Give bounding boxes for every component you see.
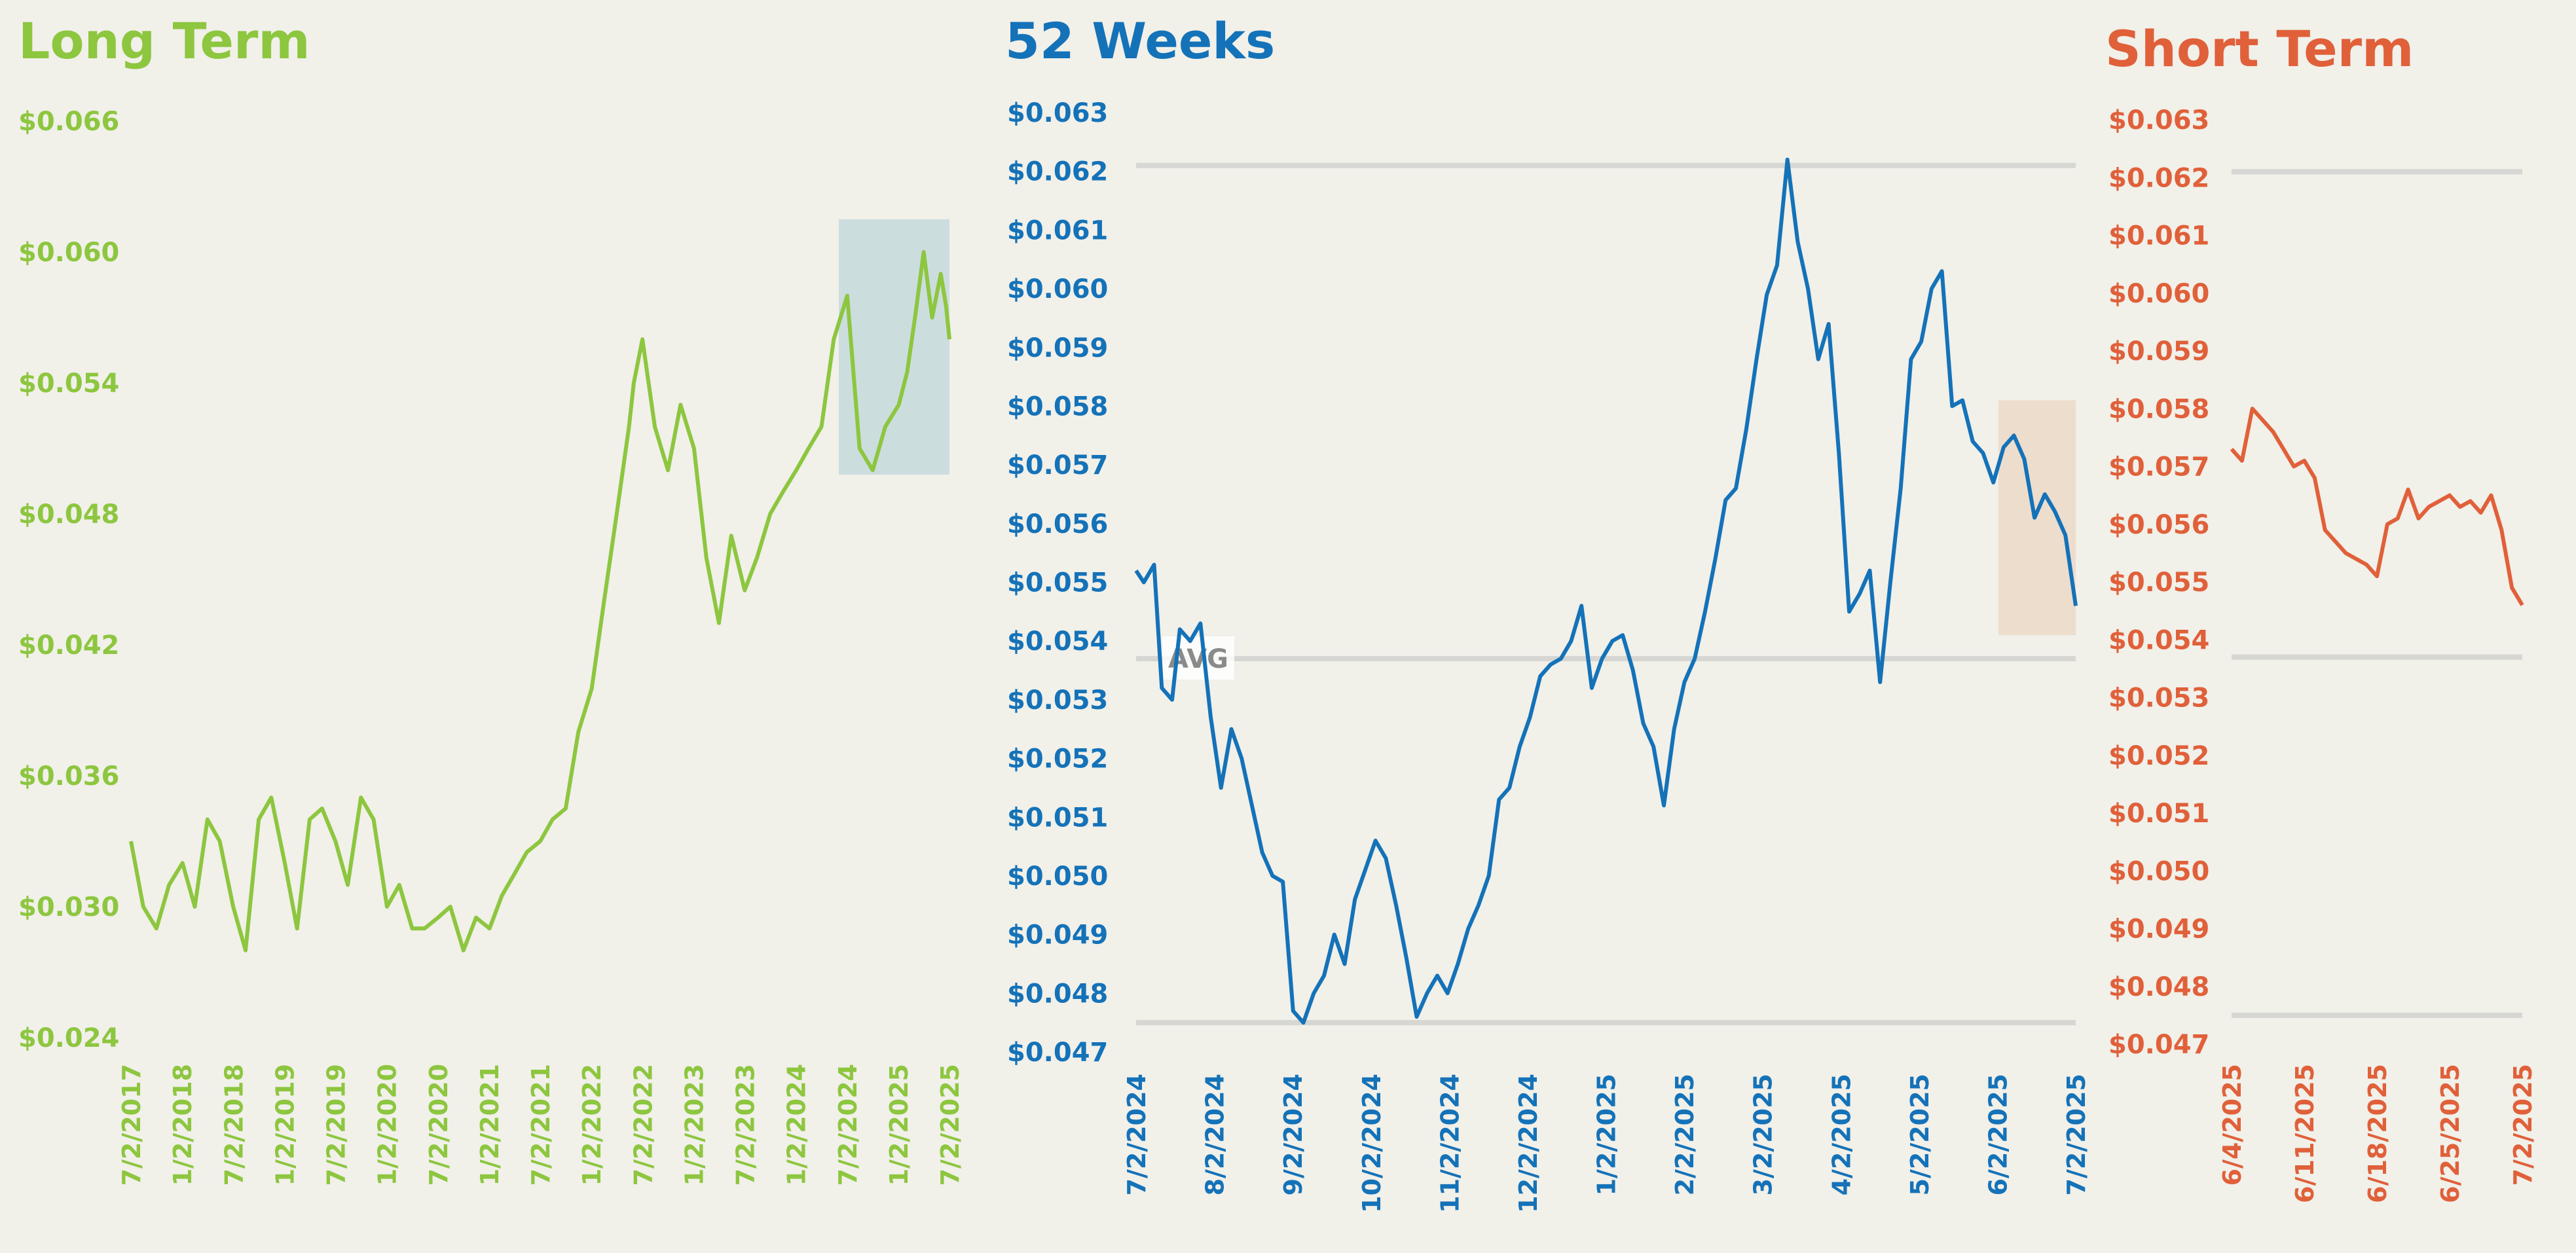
x-tick-label: 1/2/2023 (680, 1064, 708, 1186)
chart-52-weeks: $0.063 $0.062 $0.061 $0.060 $0.059 $0.058 $0.0… (1007, 98, 2091, 1213)
y-tick-label: $0.047 (2108, 1030, 2209, 1060)
x-tick-label: 1/2/2018 (168, 1064, 197, 1186)
y-tick-label: $0.059 (2108, 336, 2209, 367)
y-tick-label: $0.062 (2108, 163, 2209, 193)
y-tick-label: $0.060 (2108, 279, 2209, 309)
y-tick-label: $0.054 (2108, 625, 2209, 655)
y-tick-label: $0.055 (2108, 568, 2209, 598)
x-tick-label: 7/2/2021 (526, 1064, 555, 1186)
chart-title-long-term: Long Term (18, 12, 310, 70)
y-tick-label: $0.055 (1007, 568, 1108, 598)
x-tick-label: 4/2/2025 (1827, 1074, 1856, 1195)
y-tick-label: $0.060 (1007, 274, 1108, 304)
y-tick-label: $0.058 (1007, 391, 1108, 422)
x-tick-label: 1/2/2024 (782, 1064, 811, 1186)
y-tick-label: $0.056 (2108, 510, 2209, 540)
y-tick-label: $0.051 (2108, 799, 2209, 829)
y-tick-label: $0.052 (2108, 741, 2209, 771)
x-tick-label: 1/2/2020 (373, 1064, 402, 1186)
chart-title-short-term: Short Term (2105, 20, 2414, 78)
y-tick-label: $0.042 (18, 630, 119, 661)
y-tick-label: $0.057 (1007, 450, 1108, 481)
chart-short-term: $0.063 $0.062 $0.061 $0.060 $0.059 $0.058 $0.0… (2108, 105, 2537, 1203)
y-tick-label: $0.060 (18, 238, 119, 268)
y-tick-label: $0.050 (2108, 856, 2209, 886)
y-tick-label: $0.048 (1007, 979, 1108, 1009)
y-tick-label: $0.054 (18, 369, 119, 399)
x-tick-label: 3/2/2025 (1749, 1074, 1778, 1195)
x-tick-label: 6/18/2025 (2363, 1064, 2392, 1203)
y-tick-label: $0.066 (18, 107, 119, 137)
x-tick-label: 1/2/2025 (1592, 1074, 1621, 1195)
x-tick-label: 7/2/2024 (834, 1064, 862, 1186)
x-tick-label: 7/2/2019 (322, 1064, 351, 1186)
x-tick-label: 7/2/2025 (2509, 1064, 2537, 1186)
x-tick-label: 7/2/2018 (219, 1064, 248, 1186)
x-tick-label: 6/2/2025 (1983, 1074, 2012, 1195)
x-tick-label: 1/2/2019 (270, 1064, 299, 1186)
x-tick-label: 7/2/2024 (1122, 1074, 1151, 1195)
x-tick-label: 7/2/2025 (2062, 1074, 2091, 1195)
x-tick-label: 9/2/2024 (1279, 1074, 1308, 1195)
y-tick-label: $0.053 (2108, 683, 2209, 714)
x-tick-label: 7/2/2017 (117, 1064, 146, 1186)
x-tick-label: 7/2/2020 (424, 1064, 453, 1186)
x-tick-label: 6/11/2025 (2291, 1064, 2319, 1203)
y-tick-label: $0.054 (1007, 626, 1108, 657)
y-tick-label: $0.063 (2108, 105, 2209, 136)
y-tick-label: $0.051 (1007, 803, 1108, 833)
y-tick-label: $0.052 (1007, 744, 1108, 774)
y-tick-label: $0.050 (1007, 862, 1108, 892)
y-tick-label: $0.024 (18, 1023, 119, 1053)
series-line (129, 250, 951, 953)
x-tick-label: 6/4/2025 (2218, 1064, 2247, 1186)
x-tick-label: 7/2/2025 (936, 1064, 965, 1186)
y-tick-label: $0.030 (18, 892, 119, 922)
chart-long-term: $0.066 $0.060 $0.054 $0.048 $0.042 $0.036 $0.0… (18, 107, 965, 1186)
y-tick-label: $0.048 (2108, 972, 2209, 1002)
y-tick-label: $0.058 (2108, 394, 2209, 424)
y-tick-label: $0.061 (1007, 215, 1108, 245)
y-tick-label: $0.049 (1007, 920, 1108, 951)
x-tick-label: 12/2/2024 (1514, 1074, 1543, 1213)
y-tick-label: $0.048 (18, 499, 119, 530)
x-tick-label: 6/25/2025 (2436, 1064, 2465, 1203)
chart-title-52-weeks: 52 Weeks (1005, 12, 1276, 70)
x-tick-label: 7/2/2023 (731, 1064, 760, 1186)
x-tick-label: 1/2/2021 (475, 1064, 504, 1186)
series-line (2230, 407, 2524, 606)
x-tick-label: 10/2/2024 (1357, 1074, 1386, 1213)
x-tick-label: 11/2/2024 (1435, 1074, 1464, 1213)
highlight-window (1998, 400, 2076, 636)
y-tick-label: $0.056 (1007, 509, 1108, 539)
x-tick-label: 1/2/2025 (885, 1064, 913, 1186)
y-tick-label: $0.047 (1007, 1038, 1108, 1068)
y-tick-label: $0.062 (1007, 157, 1108, 187)
x-tick-label: 5/2/2025 (1905, 1074, 1934, 1195)
series-line (1134, 157, 2078, 1025)
x-tick-label: 1/2/2022 (578, 1064, 606, 1186)
x-tick-label: 7/2/2022 (629, 1064, 657, 1186)
y-tick-label: $0.053 (1007, 685, 1108, 716)
y-tick-label: $0.057 (2108, 452, 2209, 482)
y-tick-label: $0.063 (1007, 98, 1108, 128)
y-tick-label: $0.049 (2108, 915, 2209, 945)
highlight-window (839, 219, 949, 475)
x-tick-label: 2/2/2025 (1670, 1074, 1699, 1195)
x-tick-label: 8/2/2024 (1201, 1074, 1230, 1195)
y-tick-label: $0.036 (18, 761, 119, 791)
y-tick-label: $0.061 (2108, 221, 2209, 251)
y-tick-label: $0.059 (1007, 333, 1108, 363)
